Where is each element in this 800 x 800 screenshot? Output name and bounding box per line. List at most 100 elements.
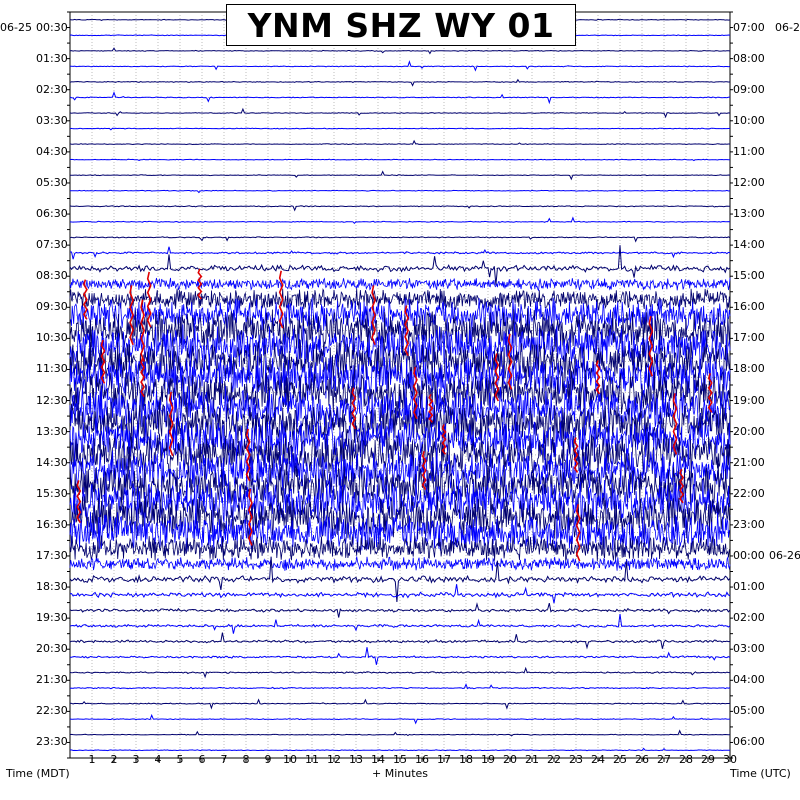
seismic-trace-row <box>69 602 731 618</box>
x-tick-label: 28 <box>679 753 693 766</box>
seismic-trace-row <box>69 747 730 752</box>
seismic-trace-row <box>70 170 731 181</box>
left-time-label: 03:30 <box>36 113 68 127</box>
x-axis-label: + Minutes <box>372 767 429 780</box>
x-tick-label: 22 <box>547 753 561 766</box>
event-mark <box>82 279 88 320</box>
right-time-label: 02:00 <box>733 611 765 625</box>
event-mark <box>648 315 654 377</box>
right-time-label: 09:00 <box>733 82 765 96</box>
right-time-label: 00:00 <box>733 548 765 562</box>
event-mark <box>494 353 500 402</box>
left-time-label: 17:30 <box>36 548 68 562</box>
x-tick-label: 12 <box>327 753 341 766</box>
x-tick-label: 16 <box>415 753 429 766</box>
right-time-label: 03:00 <box>733 642 765 656</box>
left-time-label: 10:30 <box>36 331 68 345</box>
event-mark <box>248 488 253 546</box>
seismic-trace-row <box>69 353 731 401</box>
x-tick-label: 27 <box>657 753 671 766</box>
seismic-trace-row <box>69 535 731 562</box>
seismic-trace-row <box>69 683 731 690</box>
x-tick-label: 15 <box>393 753 407 766</box>
event-mark <box>413 366 418 420</box>
right-time-label: 17:00 <box>733 331 765 345</box>
left-time-label: 23:30 <box>36 735 68 749</box>
right-time-label: 18:00 <box>733 362 765 376</box>
event-mark <box>146 271 152 328</box>
x-tick-label: 24 <box>591 753 605 766</box>
seismic-trace-row <box>69 447 731 494</box>
right-time-label: 05:00 <box>733 704 765 718</box>
right-time-label: 16:00 <box>733 300 765 314</box>
x-tick-label: 19 <box>481 753 495 766</box>
seismic-trace-row <box>69 416 731 463</box>
trace-lines <box>69 16 731 752</box>
event-mark <box>168 391 174 457</box>
seismic-trace-row <box>69 698 731 710</box>
x-tick-label: 13 <box>349 753 363 766</box>
x-tick-label: 17 <box>437 753 451 766</box>
left-time-label: 00:30 <box>36 20 68 34</box>
seismic-trace-row <box>70 297 731 333</box>
seismic-trace-row <box>69 246 731 260</box>
left-time-label: 14:30 <box>36 455 68 469</box>
seismic-trace-row <box>69 322 731 370</box>
left-time-label: 11:30 <box>36 362 68 376</box>
event-mark <box>679 468 685 504</box>
right-time-label: 15:00 <box>733 269 765 283</box>
left-time-label: 19:30 <box>36 611 68 625</box>
seismic-trace-row <box>69 511 731 553</box>
seismic-trace-row <box>69 555 731 571</box>
x-tick-label: 7 <box>220 753 228 766</box>
event-mark <box>575 504 581 562</box>
left-time-label: 16:30 <box>36 517 68 531</box>
seismic-trace-row <box>69 288 731 311</box>
seismic-trace-row <box>69 584 731 604</box>
right-time-label: 22:00 <box>733 486 765 500</box>
left-time-label: 22:30 <box>36 704 68 718</box>
seismic-trace-row <box>69 158 731 162</box>
seismic-trace-row <box>69 47 731 55</box>
event-mark <box>140 357 146 398</box>
x-tick-label: 25 <box>613 753 627 766</box>
x-tick-label: 21 <box>525 753 539 766</box>
event-mark <box>595 360 601 395</box>
event-mark <box>197 268 203 300</box>
event-mark <box>76 480 82 524</box>
left-time-label: 06:30 <box>36 207 68 221</box>
seismic-trace-row <box>69 729 731 737</box>
left-time-label: 15:30 <box>36 486 68 500</box>
event-mark <box>371 285 376 346</box>
seismic-trace-row <box>69 556 731 603</box>
right-time-label: 12:00 <box>733 175 765 189</box>
left-time-label: 20:30 <box>36 642 68 656</box>
event-marks <box>76 268 713 562</box>
event-mark <box>278 270 284 329</box>
right-time-label: 13:00 <box>733 207 765 221</box>
left-time-label: 18:30 <box>36 580 68 594</box>
event-mark <box>707 373 713 413</box>
axis-ticks <box>67 11 733 762</box>
x-tick-label: 2 <box>110 753 118 766</box>
left-axis-label: Time (MDT) <box>6 767 70 780</box>
right-time-label: 21:00 <box>733 455 765 469</box>
x-tick-label: 9 <box>264 753 272 766</box>
seismic-trace-row <box>69 216 731 225</box>
seismic-trace-row <box>69 91 731 105</box>
right-time-label: 20:00 <box>733 424 765 438</box>
event-mark <box>129 285 134 346</box>
seismic-trace-row <box>69 463 731 509</box>
chart-title: YNM SHZ WY 01 <box>247 5 555 45</box>
seismic-trace-row <box>69 713 731 725</box>
left-time-label: 04:30 <box>36 144 68 158</box>
x-tick-label: 3 <box>132 753 140 766</box>
right-time-label: 07:00 <box>733 20 765 34</box>
event-mark <box>428 393 434 423</box>
seismic-trace-row <box>69 78 730 87</box>
event-mark <box>100 339 106 384</box>
x-tick-label: 4 <box>154 753 162 766</box>
event-mark <box>421 451 427 491</box>
left-time-label: 09:30 <box>36 300 68 314</box>
